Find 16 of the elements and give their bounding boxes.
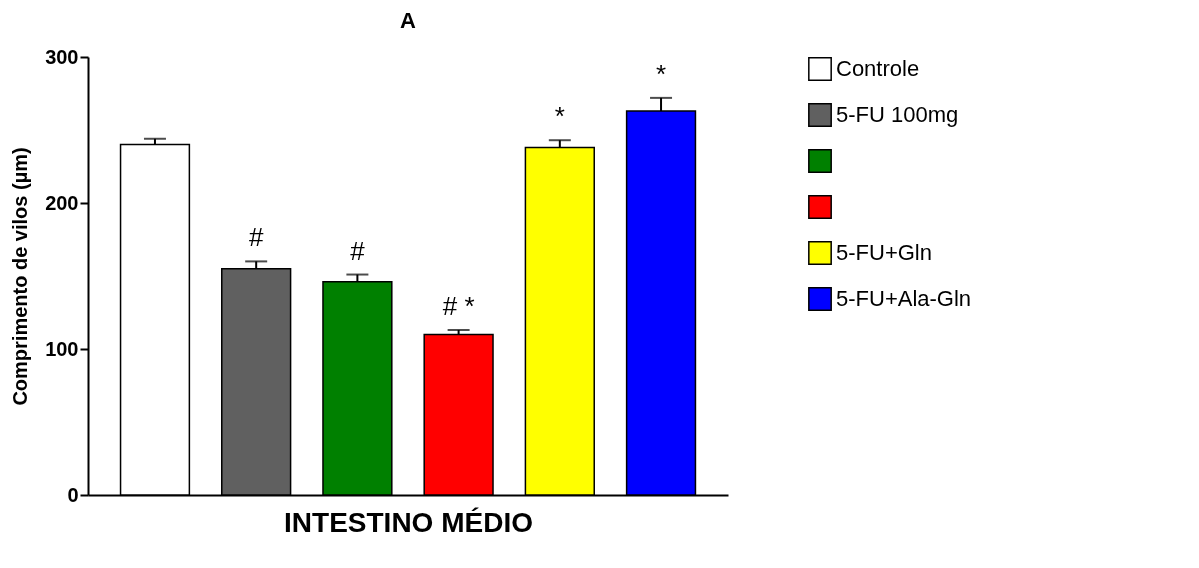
x-axis-title: INTESTINO MÉDIO: [284, 506, 533, 538]
legend-label: Controle: [836, 56, 920, 81]
y-tick-label: 100: [45, 337, 79, 360]
y-tick-label: 300: [45, 45, 79, 68]
y-axis-title: Comprimento de vilos (µm): [9, 147, 32, 406]
data-label: *: [554, 101, 565, 132]
data-label: *: [655, 58, 667, 89]
data-label: #: [350, 235, 366, 266]
chart-title: A: [400, 8, 417, 33]
legend-label: 5-FU+Gln: [836, 240, 932, 265]
legend-label: 5-FU 100mg: [836, 102, 959, 127]
y-tick-label: 200: [45, 191, 79, 214]
legend-label: 5-FU+Ala-Gln: [836, 286, 972, 311]
data-label: #: [248, 222, 264, 253]
y-tick-label: 0: [67, 483, 79, 506]
data-label: # *: [442, 291, 475, 322]
